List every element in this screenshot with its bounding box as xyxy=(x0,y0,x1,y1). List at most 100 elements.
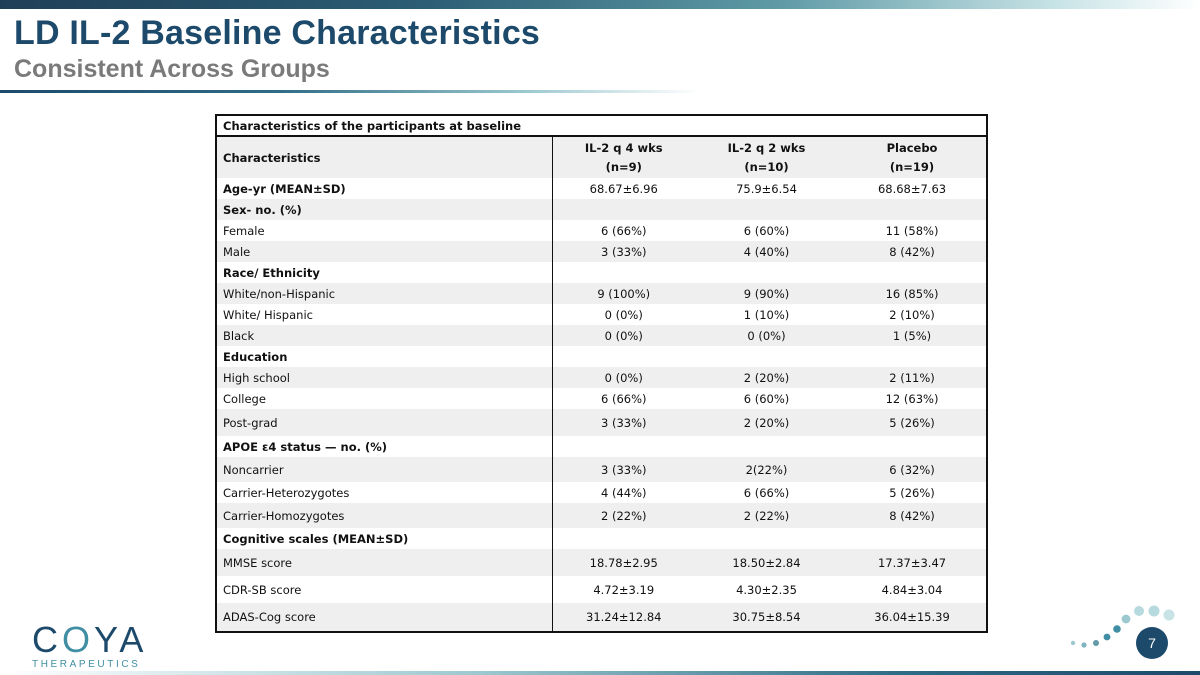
cell-value xyxy=(552,436,695,457)
logo-letters-ya: YA xyxy=(94,619,148,660)
table-section-row: Sex- no. (%) xyxy=(216,199,988,220)
table-row: High school 0 (0%) 2 (20%) 2 (11%) xyxy=(216,367,988,388)
table-caption: Characteristics of the participants at b… xyxy=(216,115,988,137)
table-row: Carrier-Heterozygotes 4 (44%) 6 (66%) 5 … xyxy=(216,482,987,503)
row-label: Carrier-Homozygotes xyxy=(216,503,553,528)
logo-wordmark: COYA xyxy=(32,622,147,658)
column-header-il2-q4wks: IL-2 q 4 wks (n=9) xyxy=(552,136,695,178)
cell-value: 3 (33%) xyxy=(552,241,695,262)
cell-value: 11 (58%) xyxy=(885,223,939,238)
row-label: College xyxy=(216,388,553,409)
row-label: Male xyxy=(216,241,553,262)
logo-letter-o: O xyxy=(62,619,95,660)
cell-value: 5 (26%) xyxy=(838,409,988,436)
decorative-dots-icon xyxy=(1070,605,1175,648)
table-caption-row: Characteristics of the participants at b… xyxy=(216,115,988,137)
cell-value: 2 (22%) xyxy=(695,503,838,528)
table-row: MMSE score 18.78±2.95 18.50±2.84 17.37±3… xyxy=(216,549,988,576)
section-label: Sex- no. (%) xyxy=(216,199,553,220)
column-header-line: (n=9) xyxy=(605,159,642,174)
section-label: APOE ε4 status — no. (%) xyxy=(216,436,553,457)
baseline-characteristics-table: Characteristics of the participants at b… xyxy=(215,114,989,633)
table-row: Male 3 (33%) 4 (40%) 8 (42%) xyxy=(216,241,988,262)
row-label: CDR-SB score xyxy=(216,576,553,603)
column-header-line: Placebo xyxy=(886,140,938,155)
row-label: Female xyxy=(216,220,553,241)
page-subtitle: Consistent Across Groups xyxy=(14,55,330,83)
cell-value: 6 (60%) xyxy=(743,223,790,238)
logo-tagline: THERAPEUTICS xyxy=(32,659,141,670)
cell-value xyxy=(838,199,988,220)
cell-value xyxy=(695,528,838,549)
cell-value: 36.04±15.39 xyxy=(838,603,988,632)
row-label: White/ Hispanic xyxy=(216,304,553,325)
cell-value: 2 (20%) xyxy=(695,367,838,388)
cell-value: 68.68±7.63 xyxy=(877,181,947,196)
column-header-characteristics: Characteristics xyxy=(216,136,553,178)
cell-value: 17.37±3.47 xyxy=(838,549,988,576)
cell-value: 6 (32%) xyxy=(838,457,988,482)
cell-value: 4 (44%) xyxy=(600,485,647,500)
logo-letter-c: C xyxy=(32,619,62,660)
table-row: Noncarrier 3 (33%) 2(22%) 6 (32%) xyxy=(216,457,988,482)
cell-value: 4.84±3.04 xyxy=(881,582,943,597)
section-label: Education xyxy=(216,346,553,367)
cell-value: 0 (0%) xyxy=(552,367,695,388)
top-gradient-bar xyxy=(0,0,1200,9)
table-row: Black 0 (0%) 0 (0%) 1 (5%) xyxy=(216,325,988,346)
cell-value: 30.75±8.54 xyxy=(695,603,838,632)
cell-value: 2 (11%) xyxy=(838,367,988,388)
row-label: Black xyxy=(216,325,553,346)
cell-value: 68.67±6.96 xyxy=(589,181,658,196)
column-header-line: IL-2 q 2 wks xyxy=(727,140,806,155)
table-row: Carrier-Homozygotes 2 (22%) 2 (22%) 8 (4… xyxy=(216,503,988,528)
table-section-row: Race/ Ethnicity xyxy=(216,262,987,283)
cell-value: 18.78±2.95 xyxy=(552,549,695,576)
section-label: Race/ Ethnicity xyxy=(216,262,553,283)
row-label: MMSE score xyxy=(216,549,553,576)
cell-value: 9 (90%) xyxy=(695,283,838,304)
bottom-gradient-bar xyxy=(0,671,1200,675)
column-header-line: IL-2 q 4 wks xyxy=(584,140,663,155)
table-section-row: Education xyxy=(216,346,987,367)
cell-value: 4.30±2.35 xyxy=(736,582,797,597)
cell-value: 1 (10%) xyxy=(743,307,790,322)
column-header-placebo: Placebo (n=19) xyxy=(838,136,988,178)
cell-value: 4.72±3.19 xyxy=(593,582,655,597)
cell-value: 3 (33%) xyxy=(552,409,695,436)
column-header-il2-q2wks: IL-2 q 2 wks (n=10) xyxy=(695,136,838,178)
cell-value xyxy=(552,262,695,283)
cell-value xyxy=(695,346,838,367)
cell-value: 0 (0%) xyxy=(604,307,643,322)
cell-value: 6 (66%) xyxy=(600,391,647,406)
cell-value xyxy=(838,528,987,549)
cell-value: 12 (63%) xyxy=(885,391,939,406)
column-header-line: (n=19) xyxy=(889,159,935,174)
cell-value xyxy=(695,199,838,220)
cell-value: 0 (0%) xyxy=(695,325,838,346)
table-row: Age-yr (MEAN±SD) 68.67±6.96 75.9±6.54 68… xyxy=(216,178,987,199)
cell-value xyxy=(552,346,695,367)
cell-value: 4 (40%) xyxy=(695,241,838,262)
cell-value: 9 (100%) xyxy=(552,283,695,304)
cell-value: 16 (85%) xyxy=(838,283,988,304)
cell-value: 1 (5%) xyxy=(838,325,988,346)
row-label: Post-grad xyxy=(216,409,553,436)
cell-value: 6 (60%) xyxy=(743,391,790,406)
table-row: ADAS-Cog score 31.24±12.84 30.75±8.54 36… xyxy=(216,603,988,632)
cell-value: 6 (66%) xyxy=(600,223,647,238)
row-label: Carrier-Heterozygotes xyxy=(216,482,553,503)
row-label: High school xyxy=(216,367,553,388)
column-header-line: (n=10) xyxy=(744,159,789,174)
page-title: LD IL-2 Baseline Characteristics xyxy=(14,14,541,52)
cell-value: 3 (33%) xyxy=(552,457,695,482)
cell-value xyxy=(695,262,838,283)
cell-value: 5 (26%) xyxy=(889,485,935,500)
table-header-row: Characteristics IL-2 q 4 wks (n=9) IL-2 q… xyxy=(216,136,988,178)
cell-value: 6 (66%) xyxy=(743,485,790,500)
cell-value: 2 (20%) xyxy=(695,409,838,436)
cell-value: 75.9±6.54 xyxy=(736,181,797,196)
table-row: White/non-Hispanic 9 (100%) 9 (90%) 16 (… xyxy=(216,283,988,304)
cell-value xyxy=(838,262,987,283)
cell-value: 2 (22%) xyxy=(552,503,695,528)
